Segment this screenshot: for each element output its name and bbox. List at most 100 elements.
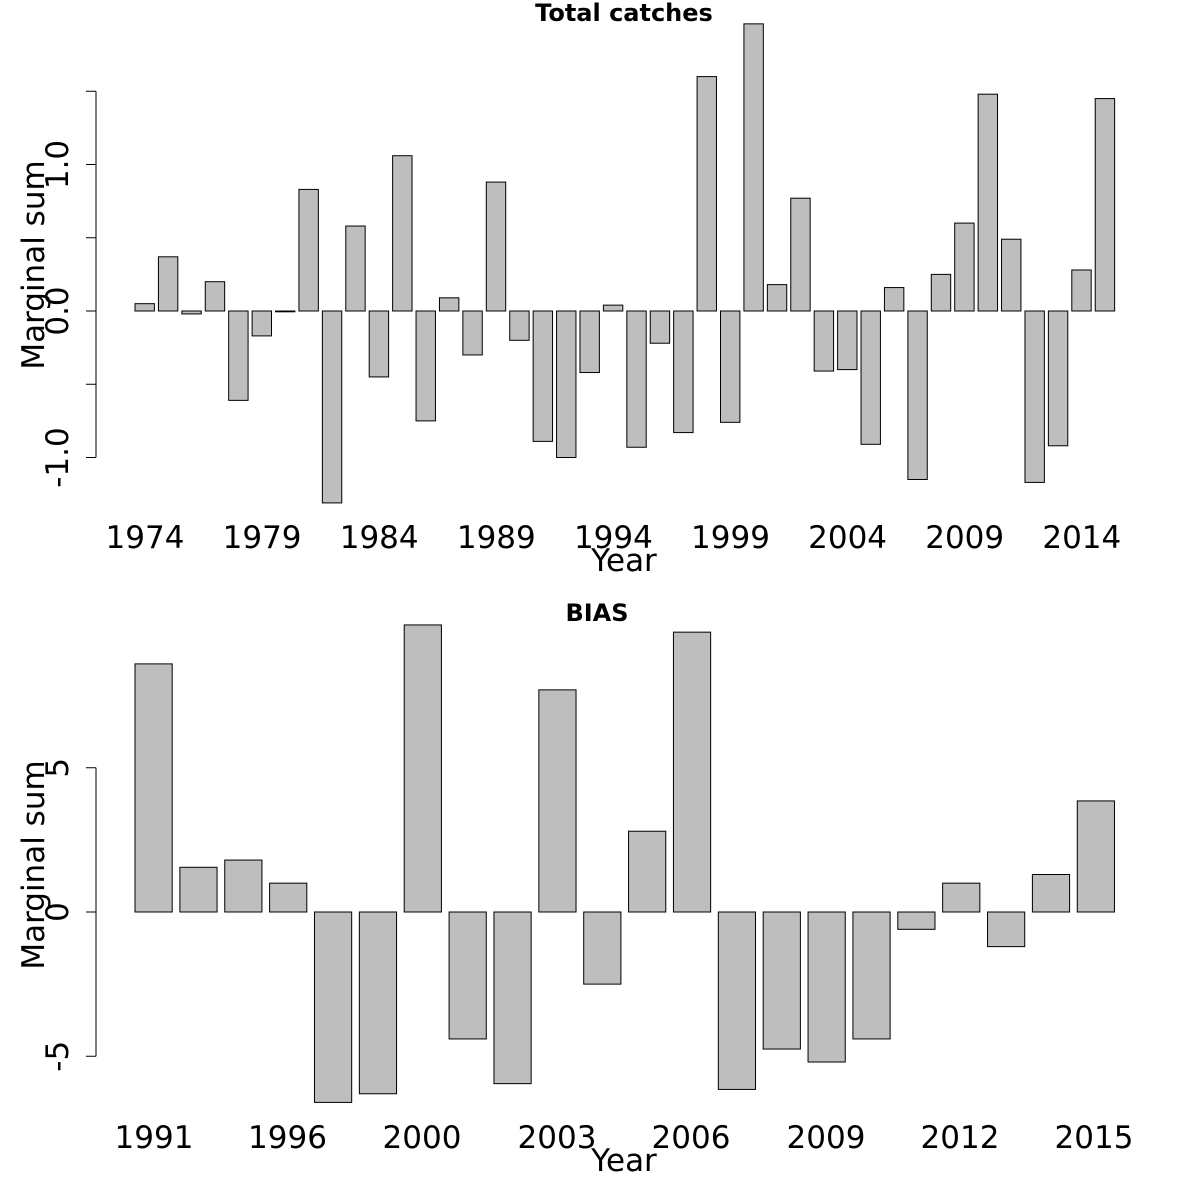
bar-2005 [628,830,667,913]
bar-1991 [134,663,173,913]
bar-2000 [743,23,764,312]
bar-2007 [717,911,757,1090]
bar-2001 [448,911,487,1040]
bar-2006 [883,287,905,312]
x-tick-label: 1994 [574,520,653,556]
x-tick-label: 1999 [691,520,770,556]
bar-2008 [930,273,952,312]
chart-panel-bias: BIAS Marginal sum Year -5 0 5 1991 1996 2000… [16,599,1133,1179]
bar-2014 [1031,873,1071,913]
bar-2002 [493,911,532,1085]
y-axis: -1.0 0.0 1.0 [40,90,97,488]
bar-1995 [626,310,647,448]
bar-2006 [672,631,712,913]
y-tick-label: 0 [40,902,76,922]
bar-1985 [392,155,413,312]
bar-1982 [321,310,343,504]
bar-1984 [368,310,390,378]
bar-1994 [224,859,263,913]
bar-1983 [345,225,366,312]
y-tick-label: -1.0 [40,427,76,488]
bar-1996 [269,882,308,913]
bar-1987 [438,297,460,312]
x-tick-label: 2009 [787,1120,866,1156]
bars [134,23,1116,504]
x-tick-labels: 1991 1996 2000 2003 2006 2009 2012 2015 [115,1120,1134,1156]
bar-2012 [1024,310,1045,483]
bar-1994 [602,304,624,312]
bar-2009 [954,222,975,312]
y-tick-label: 5 [40,758,76,778]
y-tick-label: 1.0 [40,140,76,189]
y-axis-label: Marginal sum [16,760,52,969]
x-tick-label: 1974 [106,520,185,556]
bar-1996 [649,310,671,344]
bar-1993 [579,310,600,374]
x-tick-label: 2014 [1042,520,1121,556]
x-tick-label: 2004 [808,520,887,556]
bar-1999 [720,310,741,423]
bar-2015 [1094,98,1116,312]
bar-1986 [415,310,436,422]
bar-2004 [583,911,622,985]
x-tick-label: 2000 [383,1120,462,1156]
bar-1997 [313,911,353,1103]
bar-2008 [762,911,801,1050]
x-tick-label: 2009 [925,520,1004,556]
x-axis-label: Year [590,543,657,579]
bar-1976 [181,310,202,315]
x-tick-label: 2006 [652,1120,731,1156]
bar-1979 [251,310,273,337]
x-tick-labels: 1974 1979 1984 1989 1994 1999 2004 2009 2014 [106,520,1122,556]
bar-2000 [403,624,442,913]
y-tick-label: 0.0 [40,286,76,335]
bars [134,624,1115,1103]
bar-1989 [485,181,507,312]
bar-1998 [696,76,717,312]
bar-1980 [275,310,296,313]
y-axis-label: Marginal sum [16,160,52,369]
x-tick-label: 1979 [223,520,302,556]
x-tick-label: 1984 [340,520,419,556]
bar-2007 [907,310,928,480]
chart-panel-total-catches: Total catches Marginal sum Year -1.0 0.0 1… [16,0,1121,579]
bar-1978 [228,310,249,401]
bar-1977 [204,281,226,312]
bar-1999 [358,911,398,1095]
bar-1974 [134,303,155,312]
bar-1981 [298,188,319,312]
bar-2004 [837,310,858,371]
bar-2014 [1071,269,1092,312]
bar-2003 [538,689,577,913]
x-tick-label: 1989 [457,520,536,556]
bar-2013 [987,911,1026,948]
x-tick-label: 2015 [1055,1120,1134,1156]
bar-2011 [1001,238,1022,312]
chart-title: Total catches [535,0,713,27]
bar-2012 [942,882,981,913]
bar-1990 [509,310,530,341]
y-tick-label: -5 [40,1041,76,1072]
x-tick-label: 2003 [518,1120,597,1156]
bar-2011 [897,911,936,930]
bar-2013 [1047,310,1069,447]
bar-1975 [157,256,179,312]
x-tick-label: 2012 [921,1120,1000,1156]
bar-2009 [807,911,846,1063]
bar-2010 [977,93,999,312]
bar-1988 [462,310,483,356]
y-axis: -5 0 5 [40,758,97,1072]
bar-1992 [556,310,577,458]
bar-2005 [860,310,881,445]
x-axis-label: Year [590,1143,657,1179]
bar-2001 [766,284,788,312]
chart-title: BIAS [565,599,628,627]
bar-2003 [813,310,835,372]
x-tick-label: 1991 [115,1120,194,1156]
x-tick-label: 1996 [248,1120,327,1156]
bar-1991 [532,310,554,442]
bar-2002 [790,197,811,312]
bar-1997 [673,310,694,434]
bar-2010 [852,911,891,1040]
